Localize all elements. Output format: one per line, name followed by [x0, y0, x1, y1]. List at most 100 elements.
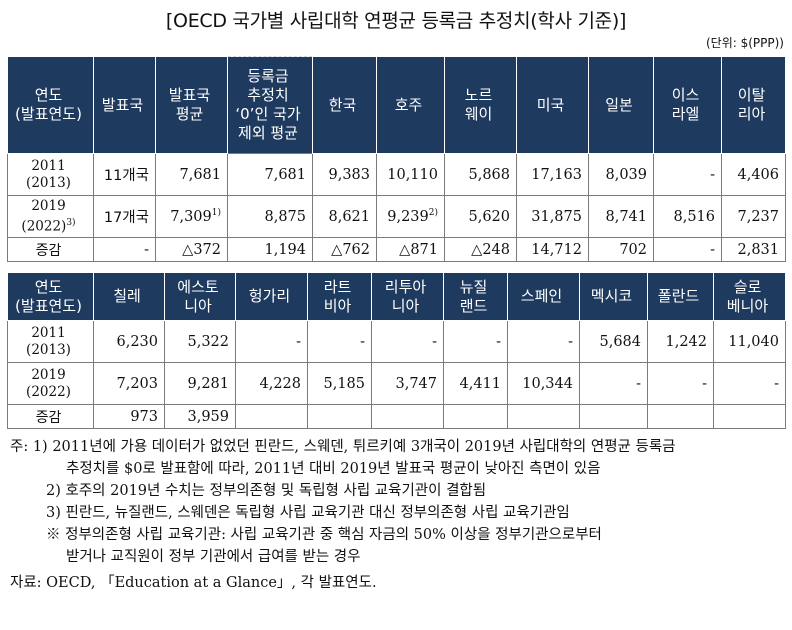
data-cell: 9,2392) [376, 195, 445, 238]
header-cell: 스페인 [507, 272, 580, 321]
footnote-mark: 1) [211, 208, 221, 219]
footnotes: 주: 1) 2011년에 가용 데이터가 없었던 핀란드, 스웨덴, 튀르키예 … [10, 436, 790, 594]
header-cell: 멕시코 [579, 272, 648, 321]
header-cell: 노르 웨이 [444, 56, 517, 154]
source-note: 자료: OECD, 「Education at a Glance」, 각 발표연… [10, 575, 377, 591]
data-cell: 5,185 [307, 362, 372, 405]
header-cell: 미국 [516, 56, 589, 154]
footnote-1: 주: 1) 2011년에 가용 데이터가 없었던 핀란드, 스웨덴, 튀르키예 … [10, 439, 676, 455]
header-cell: 이스 라엘 [653, 56, 722, 154]
data-cell: 7,681 [227, 153, 313, 196]
footnote-def-cont: 받거나 교직원이 정부 기관에서 급여를 받는 경우 [66, 549, 361, 565]
data-cell: 973 [93, 404, 165, 429]
data-cell: 10,110 [376, 153, 445, 196]
footnote-3: 3) 핀란드, 뉴질랜드, 스웨덴은 독립형 사립 교육기관 대신 정부의존형 … [46, 505, 570, 521]
data-cell: 8,621 [312, 195, 377, 238]
footnote-mark: 3) [66, 217, 76, 228]
data-cell: - [579, 362, 648, 405]
table-row: 증감 - △372 1,194 △762 △871 △248 14,712 70… [7, 237, 786, 262]
data-cell: 4,411 [443, 362, 508, 405]
header-cell: 뉴질 랜드 [443, 272, 508, 321]
data-cell: △762 [312, 237, 377, 262]
footnote-mark: 2) [428, 208, 438, 219]
unit-label: (단위: $(PPP)) [705, 36, 784, 50]
data-cell: - [307, 320, 372, 363]
data-cell: - [653, 153, 722, 196]
table-row: 2019 (2022) 7,203 9,281 4,228 5,185 3,747… [7, 362, 786, 405]
data-cell: - [647, 362, 714, 405]
data-cell: 8,516 [653, 195, 722, 238]
data-cell [579, 404, 648, 429]
data-cell: △248 [444, 237, 517, 262]
data-cell [371, 404, 444, 429]
header-cell: 이탈 리아 [721, 56, 786, 154]
data-cell: 702 [588, 237, 654, 262]
year-cell: 2011 (2013) [7, 320, 94, 363]
data-cell: - [653, 237, 722, 262]
footnote-def: ※ 정부의존형 사립 교육기관: 사립 교육기관 중 핵심 자금의 50% 이상… [46, 527, 602, 543]
header-cell: 일본 [588, 56, 654, 154]
table-row: 2011 (2013) 11개국 7,681 7,681 9,383 10,110… [7, 153, 786, 196]
data-cell: 5,684 [579, 320, 648, 363]
table-row: 2019 (2022)3) 17개국 7,3091) 8,875 8,621 9,… [7, 195, 786, 238]
data-cell: 7,681 [155, 153, 228, 196]
data-cell: 3,747 [371, 362, 444, 405]
table-header-row: 연도 (발표연도) 칠레 에스토 니아 헝가리 라트 비아 리투아 니아 뉴질 랜드 스페… [7, 272, 786, 321]
data-cell: 2,831 [721, 237, 786, 262]
data-cell: 14,712 [516, 237, 589, 262]
year-cell: 2019 (2022)3) [7, 195, 94, 238]
data-cell: - [507, 320, 580, 363]
data-cell: 11개국 [93, 153, 156, 196]
header-cell: 호주 [376, 56, 445, 154]
header-cell: 슬로 베니아 [713, 272, 786, 321]
data-cell: 7,3091) [155, 195, 228, 238]
table-header-row: 연도 (발표연도) 발표국 발표국 평균 등록금 추정치 ‘0’인 국가 제외 평균 한국… [7, 56, 786, 154]
data-cell [443, 404, 508, 429]
data-cell: 1,242 [647, 320, 714, 363]
data-cell: 5,868 [444, 153, 517, 196]
data-cell [235, 404, 308, 429]
data-cell: 8,875 [227, 195, 313, 238]
data-cell: 11,040 [713, 320, 786, 363]
header-cell: 등록금 추정치 ‘0’인 국가 제외 평균 [227, 56, 313, 154]
header-cell: 칠레 [93, 272, 165, 321]
data-cell: - [371, 320, 444, 363]
header-cell: 에스토 니아 [164, 272, 236, 321]
data-cell: 3,959 [164, 404, 236, 429]
footnote-1-cont: 추정치를 $0로 발표함에 따라, 2011년 대비 2019년 발표국 평균이… [66, 461, 601, 477]
header-cell: 발표국 [93, 56, 156, 154]
header-cell: 연도 (발표연도) [7, 56, 94, 154]
data-cell: 4,406 [721, 153, 786, 196]
header-cell: 라트 비아 [307, 272, 372, 321]
data-cell: 5,620 [444, 195, 517, 238]
data-cell: 10,344 [507, 362, 580, 405]
cell-value: 9,239 [387, 208, 429, 225]
data-cell [713, 404, 786, 429]
data-cell: - [235, 320, 308, 363]
data-cell: 7,203 [93, 362, 165, 405]
data-cell: 4,228 [235, 362, 308, 405]
data-cell: 8,039 [588, 153, 654, 196]
data-cell: 9,383 [312, 153, 377, 196]
header-cell: 폴란드 [647, 272, 714, 321]
data-cell: 31,875 [516, 195, 589, 238]
data-cell: - [713, 362, 786, 405]
cell-value: 7,309 [170, 208, 212, 225]
header-cell: 발표국 평균 [155, 56, 228, 154]
year-cell: 2011 (2013) [7, 153, 94, 196]
tuition-table-2: 연도 (발표연도) 칠레 에스토 니아 헝가리 라트 비아 리투아 니아 뉴질 랜드 스페… [7, 272, 786, 429]
data-cell: 1,194 [227, 237, 313, 262]
data-cell: △871 [376, 237, 445, 262]
year-2019: 2019 (2022) [21, 197, 67, 235]
data-cell: 7,237 [721, 195, 786, 238]
change-label: 증감 [7, 404, 94, 429]
data-cell [307, 404, 372, 429]
header-cell: 리투아 니아 [371, 272, 444, 321]
footnote-2: 2) 호주의 2019년 수치는 정부의존형 및 독립형 사립 교육기관이 결합… [46, 483, 487, 499]
change-label: 증감 [7, 237, 94, 262]
header-cell: 헝가리 [235, 272, 308, 321]
data-cell: △372 [155, 237, 228, 262]
header-cell: 한국 [312, 56, 377, 154]
table-row: 2011 (2013) 6,230 5,322 - - - - - 5,684 1… [7, 320, 786, 363]
data-cell [647, 404, 714, 429]
